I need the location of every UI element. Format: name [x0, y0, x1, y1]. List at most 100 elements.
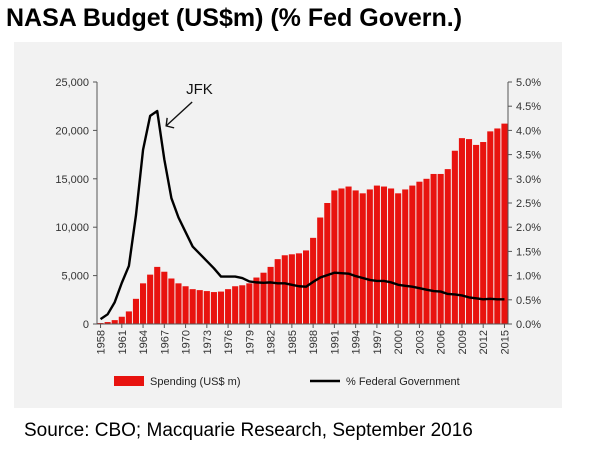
bar-1994 — [352, 190, 359, 324]
bar-1972 — [196, 290, 203, 324]
bar-1970 — [182, 286, 189, 324]
right-axis-ticks: 0.0% 0.5% 1.0% 1.5% 2.0% 2.5% 3.0% 3.5% 4.0% 4.5%… — [508, 77, 541, 331]
bar-1969 — [175, 283, 182, 324]
bar-2001 — [402, 189, 409, 324]
left-tick-label: 10,000 — [55, 222, 89, 234]
bar-2009 — [458, 138, 465, 324]
pct-federal-line — [99, 109, 505, 321]
right-tick-label: 3.5% — [516, 150, 541, 162]
x-tick-label: 1991 — [329, 330, 341, 354]
x-tick-label: 1967 — [159, 330, 171, 354]
bar-1985 — [288, 254, 295, 324]
bar-1992 — [338, 188, 345, 324]
bar-1991 — [331, 190, 338, 324]
bar-2014 — [494, 128, 501, 324]
bar-2008 — [451, 150, 458, 324]
nasa-budget-chart: 0 5,000 10,000 15,000 20,000 25,000 0.0% 0.5% 1… — [55, 77, 541, 388]
x-axis-ticks: 1958 1961 1964 1967 1970 1973 1976 1979 1982 1985… — [96, 324, 511, 354]
bar-1967 — [161, 271, 168, 324]
bar-1965 — [147, 274, 154, 324]
legend-swatch-spending — [114, 376, 144, 386]
left-tick-label: 0 — [83, 319, 89, 331]
x-tick-label: 1988 — [308, 330, 320, 354]
right-tick-label: 5.0% — [516, 77, 541, 89]
bar-2005 — [430, 173, 437, 324]
bar-1974 — [210, 292, 217, 324]
right-tick-label: 3.0% — [516, 174, 541, 186]
x-tick-label: 2015 — [499, 330, 511, 354]
bar-1977 — [232, 286, 239, 324]
bar-2013 — [487, 131, 494, 324]
bar-2007 — [444, 169, 451, 324]
left-tick-label: 20,000 — [55, 125, 89, 137]
right-tick-label: 2.5% — [516, 198, 541, 210]
jfk-annotation-label: JFK — [186, 81, 213, 98]
legend-label-spending: Spending (US$ m) — [150, 376, 241, 388]
x-tick-label: 1976 — [223, 330, 235, 354]
bar-1989 — [317, 217, 324, 324]
page-title: NASA Budget (US$m) (% Fed Govern.) — [6, 4, 463, 32]
bar-1961 — [118, 316, 125, 324]
bar-2000 — [395, 193, 402, 324]
bar-1968 — [168, 278, 175, 324]
pct-federal-line-layer — [99, 109, 505, 321]
bar-1973 — [203, 291, 210, 324]
bar-2006 — [437, 173, 444, 324]
legend-label-pct-federal: % Federal Government — [346, 376, 460, 388]
right-tick-label: 1.5% — [516, 246, 541, 258]
x-tick-label: 2009 — [457, 330, 469, 354]
bar-1976 — [225, 289, 232, 324]
left-tick-label: 5,000 — [61, 271, 89, 283]
x-tick-label: 2003 — [414, 330, 426, 354]
bar-1996 — [366, 189, 373, 324]
right-tick-label: 0.0% — [516, 319, 541, 331]
x-tick-label: 1970 — [181, 330, 193, 354]
right-tick-label: 1.0% — [516, 271, 541, 283]
x-tick-label: 1961 — [117, 330, 129, 354]
bar-2015 — [501, 123, 508, 325]
bar-2002 — [409, 185, 416, 324]
bar-1964 — [140, 283, 147, 324]
x-tick-label: 1982 — [266, 330, 278, 354]
bar-2004 — [423, 178, 430, 324]
right-tick-label: 4.0% — [516, 125, 541, 137]
left-tick-label: 25,000 — [55, 77, 89, 89]
bar-1998 — [380, 186, 388, 324]
bar-2012 — [480, 142, 487, 324]
x-tick-label: 1973 — [202, 330, 214, 354]
right-tick-label: 0.5% — [516, 295, 541, 307]
x-tick-label: 1997 — [372, 330, 384, 354]
bar-1981 — [260, 272, 267, 324]
bar-1962 — [125, 311, 132, 324]
bar-1982 — [267, 266, 274, 324]
x-tick-label: 2006 — [436, 330, 448, 354]
bar-1990 — [324, 203, 331, 324]
jfk-arrow-head — [165, 117, 175, 129]
right-tick-label: 2.0% — [516, 222, 541, 234]
bar-2003 — [416, 181, 423, 324]
bar-1963 — [132, 298, 140, 324]
x-tick-label: 1994 — [351, 330, 363, 354]
bar-1975 — [217, 291, 225, 324]
x-tick-label: 1985 — [287, 330, 299, 354]
left-tick-label: 15,000 — [55, 174, 89, 186]
bar-1995 — [359, 193, 366, 324]
bar-2011 — [473, 144, 480, 324]
x-tick-label: 1964 — [138, 330, 150, 354]
x-tick-label: 1958 — [96, 330, 108, 354]
bar-2010 — [465, 139, 473, 324]
x-tick-label: 2012 — [478, 330, 490, 354]
bar-1980 — [253, 277, 260, 324]
bar-1971 — [189, 289, 196, 324]
bar-1983 — [274, 259, 281, 324]
chart-panel: 0 5,000 10,000 15,000 20,000 25,000 0.0% 0.5% 1… — [14, 42, 562, 408]
bar-1979 — [246, 283, 253, 324]
bar-1959 — [104, 322, 111, 324]
bar-1986 — [295, 253, 302, 324]
chart-legend: Spending (US$ m) % Federal Government — [114, 376, 460, 388]
bar-1993 — [345, 186, 352, 324]
bar-1999 — [388, 188, 395, 324]
x-tick-label: 2000 — [393, 330, 405, 354]
right-tick-label: 4.5% — [516, 101, 541, 113]
bar-1960 — [111, 320, 118, 324]
